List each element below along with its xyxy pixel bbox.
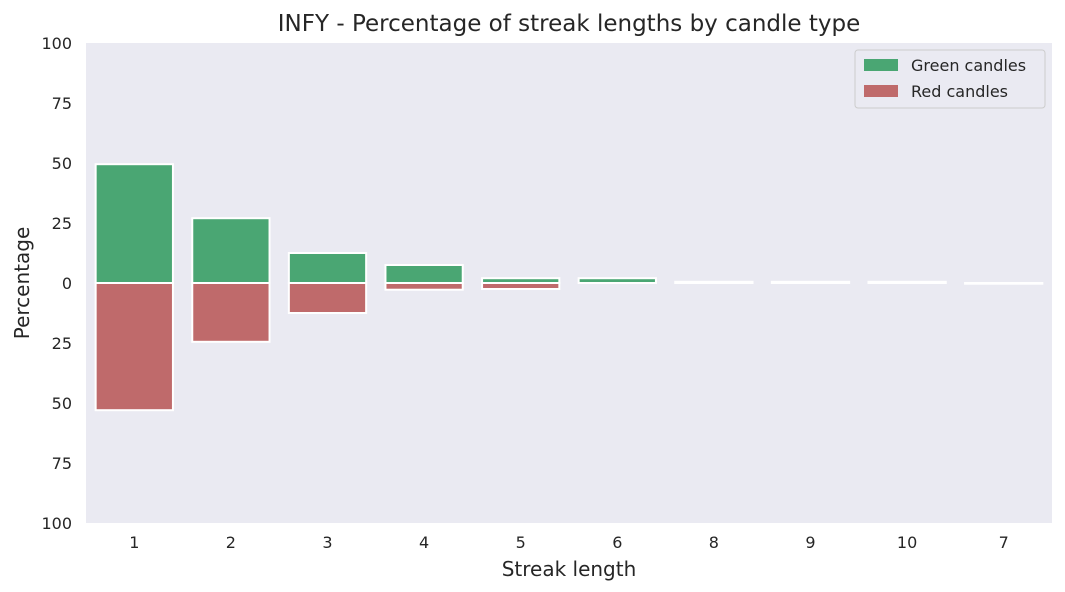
x-tick-label: 9 [805, 533, 815, 552]
y-tick-label: 100 [41, 514, 72, 533]
legend-frame [854, 49, 1046, 109]
legend-swatch-green [864, 59, 898, 71]
legend-label-green: Green candles [911, 56, 1026, 75]
x-tick-label: 7 [999, 533, 1009, 552]
bars-layer [94, 163, 1044, 412]
y-tick-label: 25 [52, 334, 72, 353]
bar-green-8 [674, 280, 754, 284]
x-axis-label: Streak length [502, 557, 637, 581]
x-tick-label: 1 [129, 533, 139, 552]
legend-swatch-red [864, 85, 898, 97]
bar-green-3 [287, 252, 368, 284]
x-tick-label: 8 [709, 533, 719, 552]
y-axis-label: Percentage [10, 227, 34, 340]
bar-green-10 [867, 280, 947, 284]
y-tick-label: 25 [52, 214, 72, 233]
x-tick-label: 3 [322, 533, 332, 552]
x-tick-label: 2 [226, 533, 236, 552]
y-tick-labels: 100 75 50 25 0 25 50 75 100 [41, 34, 72, 533]
y-tick-label: 75 [52, 454, 72, 473]
legend: Green candles Red candles [854, 49, 1046, 109]
bar-green-9 [770, 280, 851, 284]
bar-green-1 [94, 163, 174, 284]
y-tick-label: 100 [41, 34, 72, 53]
bar-green-6 [577, 277, 657, 285]
y-tick-label: 0 [62, 274, 72, 293]
legend-label-red: Red candles [911, 82, 1008, 101]
y-tick-label: 50 [52, 154, 72, 173]
bar-red-4 [384, 282, 464, 291]
x-tick-label: 6 [612, 533, 622, 552]
bar-green-2 [191, 217, 271, 284]
x-tick-label: 10 [897, 533, 917, 552]
bar-red-3 [287, 282, 368, 314]
y-tick-label: 75 [52, 94, 72, 113]
bar-green-4 [384, 264, 464, 284]
chart-title: INFY - Percentage of streak lengths by c… [278, 11, 860, 37]
x-tick-label: 5 [516, 533, 526, 552]
bar-red-5 [481, 282, 561, 290]
bar-red-7 [964, 282, 1044, 285]
bar-red-1 [94, 282, 174, 412]
y-tick-label: 50 [52, 394, 72, 413]
x-tick-label: 4 [419, 533, 429, 552]
bar-red-2 [191, 282, 271, 343]
x-tick-labels: 1 2 3 4 5 6 8 9 10 7 [129, 533, 1009, 552]
